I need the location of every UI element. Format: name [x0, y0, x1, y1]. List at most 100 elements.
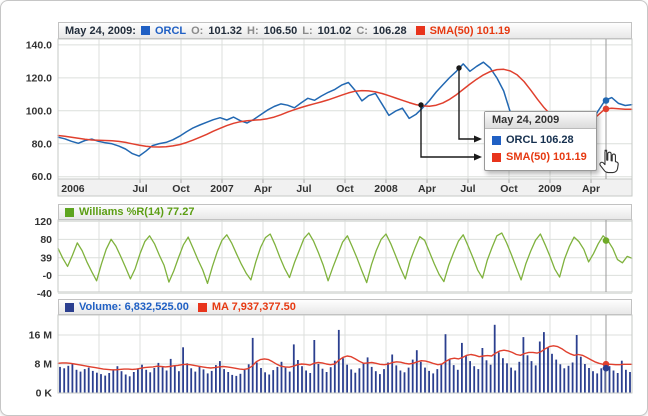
volume-bar [227, 372, 230, 393]
volume-bar [534, 365, 537, 393]
volume-bar [518, 361, 521, 393]
volume-bar [514, 370, 517, 393]
legend-high-value: 106.50 [263, 24, 298, 37]
volume-bar [625, 369, 627, 393]
volume-bar [223, 369, 225, 393]
volume-bar [374, 371, 377, 393]
volume-bar [128, 376, 131, 393]
x-axis-label: 2008 [374, 183, 398, 195]
legend-open-label: O: [191, 24, 204, 37]
volume-bar [547, 347, 549, 393]
volume-bar [411, 359, 414, 393]
volume-bar [387, 362, 389, 393]
volume-bar [63, 368, 66, 393]
volume-bar [210, 370, 213, 393]
volume-bar [342, 358, 344, 393]
volume-bar [350, 369, 353, 393]
volume-bar [362, 363, 365, 393]
volume-bar [600, 368, 603, 393]
volume-bar [297, 360, 299, 393]
williams-chart-plot[interactable]: 120 80 39 -0 -40 [21, 216, 633, 300]
volume-bar [592, 371, 594, 393]
legend-volume-value: Volume: 6,832,525.00 [79, 301, 189, 313]
price-chart-plot[interactable]: 140.0 120.0 100.0 80.0 60.0 2006 Jul Oct 2007 Apr… [21, 38, 633, 197]
volume-bar [186, 363, 189, 393]
volume-series-swatch-icon [65, 302, 74, 312]
volume-bar [305, 370, 307, 393]
volume-chart-plot[interactable]: 16 M 8 M 0 K [21, 314, 633, 400]
volume-bar [596, 373, 599, 393]
volume-bar [137, 369, 139, 393]
volume-ma-swatch-icon [197, 302, 207, 312]
volume-bar [559, 364, 562, 393]
volume-bar [563, 368, 566, 393]
volume-bar [415, 350, 418, 393]
volume-bar [215, 365, 217, 393]
volume-bar [145, 369, 148, 393]
legend-high-label: H: [247, 24, 259, 37]
volume-bar [502, 358, 504, 393]
volume-bar [149, 372, 152, 393]
tooltip-sma-swatch-icon [492, 152, 501, 162]
series-line-williams-r-14- [57, 232, 633, 285]
volume-bar [538, 341, 541, 393]
y-axis-label: 39 [40, 252, 52, 264]
cursor-dot [602, 105, 610, 113]
x-axis-label: 2009 [538, 183, 562, 195]
volume-bar [395, 365, 398, 393]
volume-bar [157, 362, 160, 393]
plot-border [57, 38, 633, 180]
volume-bar [206, 373, 209, 393]
volume-bar [280, 361, 283, 393]
x-axis-label: Jul [296, 183, 311, 195]
cursor-dot [602, 237, 610, 244]
volume-bar [71, 363, 74, 393]
volume-bar [329, 367, 332, 393]
volume-bar [428, 370, 430, 393]
tooltip-orcl-value: ORCL 106.28 [506, 134, 574, 146]
x-axis-label: Apr [254, 183, 272, 195]
volume-bar [67, 365, 70, 393]
volume-bar [79, 371, 82, 393]
volume-bar [87, 367, 90, 393]
volume-bar [485, 360, 488, 393]
volume-bar [165, 370, 168, 393]
volume-bar [83, 369, 86, 393]
volume-bar [616, 373, 619, 393]
volume-bar [620, 360, 623, 393]
volume-bar [321, 368, 324, 393]
volume-bar [481, 348, 484, 393]
volume-bar [231, 374, 234, 393]
legend-close-value: 106.28 [372, 24, 407, 37]
volume-bar [120, 371, 123, 393]
x-axis-label: 2006 [61, 183, 85, 195]
volume-bar [247, 364, 250, 393]
series-line-sma-50- [57, 68, 633, 148]
tooltip-orcl-row: ORCL 106.28 [485, 129, 596, 146]
volume-bar [161, 367, 164, 393]
tooltip-sma-value: SMA(50) 101.19 [506, 151, 587, 163]
volume-bar [571, 362, 574, 393]
volume-bar [169, 358, 172, 393]
tooltip-sma-row: SMA(50) 101.19 [485, 146, 596, 170]
legend-close-label: C: [356, 24, 368, 37]
price-panel-legend: May 24, 2009: ORCL O: 101.32 H: 106.50 L… [58, 22, 632, 39]
volume-bar [407, 367, 410, 393]
x-axis-label: Apr [418, 183, 436, 195]
volume-bar [461, 342, 463, 393]
volume-panel-legend: Volume: 6,832,525.00 MA 7,937,377.50 [58, 299, 632, 315]
y-axis-label: 80 [40, 234, 52, 246]
volume-bar [260, 368, 262, 393]
y-axis-label: 120 [34, 216, 52, 228]
volume-bar [379, 374, 381, 393]
cursor-dot [602, 97, 610, 104]
volume-bar [284, 367, 287, 393]
x-axis-label: Apr [582, 183, 600, 195]
x-axis-label: Oct [172, 183, 190, 195]
volume-bar [575, 335, 578, 393]
volume-bar [366, 357, 369, 393]
volume-bar [108, 373, 111, 393]
legend-date: May 24, 2009: [65, 24, 136, 37]
legend-williams-value: Williams %R(14) 77.27 [79, 206, 195, 218]
volume-bar [456, 369, 459, 393]
